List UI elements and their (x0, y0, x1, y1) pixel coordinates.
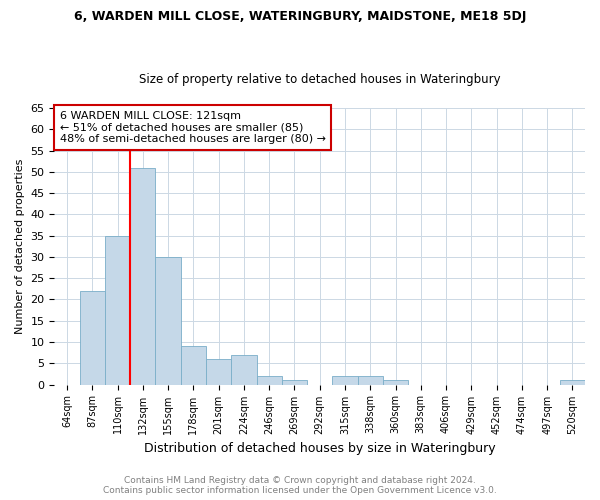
Bar (257, 376, 282, 384)
Text: 6 WARDEN MILL CLOSE: 121sqm
← 51% of detached houses are smaller (85)
48% of sem: 6 WARDEN MILL CLOSE: 121sqm ← 51% of det… (60, 111, 326, 144)
Bar (155, 257, 181, 384)
Bar (332, 376, 358, 384)
Bar (130, 168, 155, 384)
Bar (105, 236, 130, 384)
Bar (383, 380, 408, 384)
Bar (231, 355, 257, 384)
Bar (358, 376, 383, 384)
Bar (80, 291, 105, 384)
X-axis label: Distribution of detached houses by size in Wateringbury: Distribution of detached houses by size … (144, 442, 496, 455)
Bar (560, 380, 585, 384)
Bar (181, 346, 206, 385)
Bar (282, 380, 307, 384)
Text: Contains HM Land Registry data © Crown copyright and database right 2024.
Contai: Contains HM Land Registry data © Crown c… (103, 476, 497, 495)
Y-axis label: Number of detached properties: Number of detached properties (15, 158, 25, 334)
Title: Size of property relative to detached houses in Wateringbury: Size of property relative to detached ho… (139, 73, 500, 86)
Text: 6, WARDEN MILL CLOSE, WATERINGBURY, MAIDSTONE, ME18 5DJ: 6, WARDEN MILL CLOSE, WATERINGBURY, MAID… (74, 10, 526, 23)
Bar (206, 359, 231, 384)
